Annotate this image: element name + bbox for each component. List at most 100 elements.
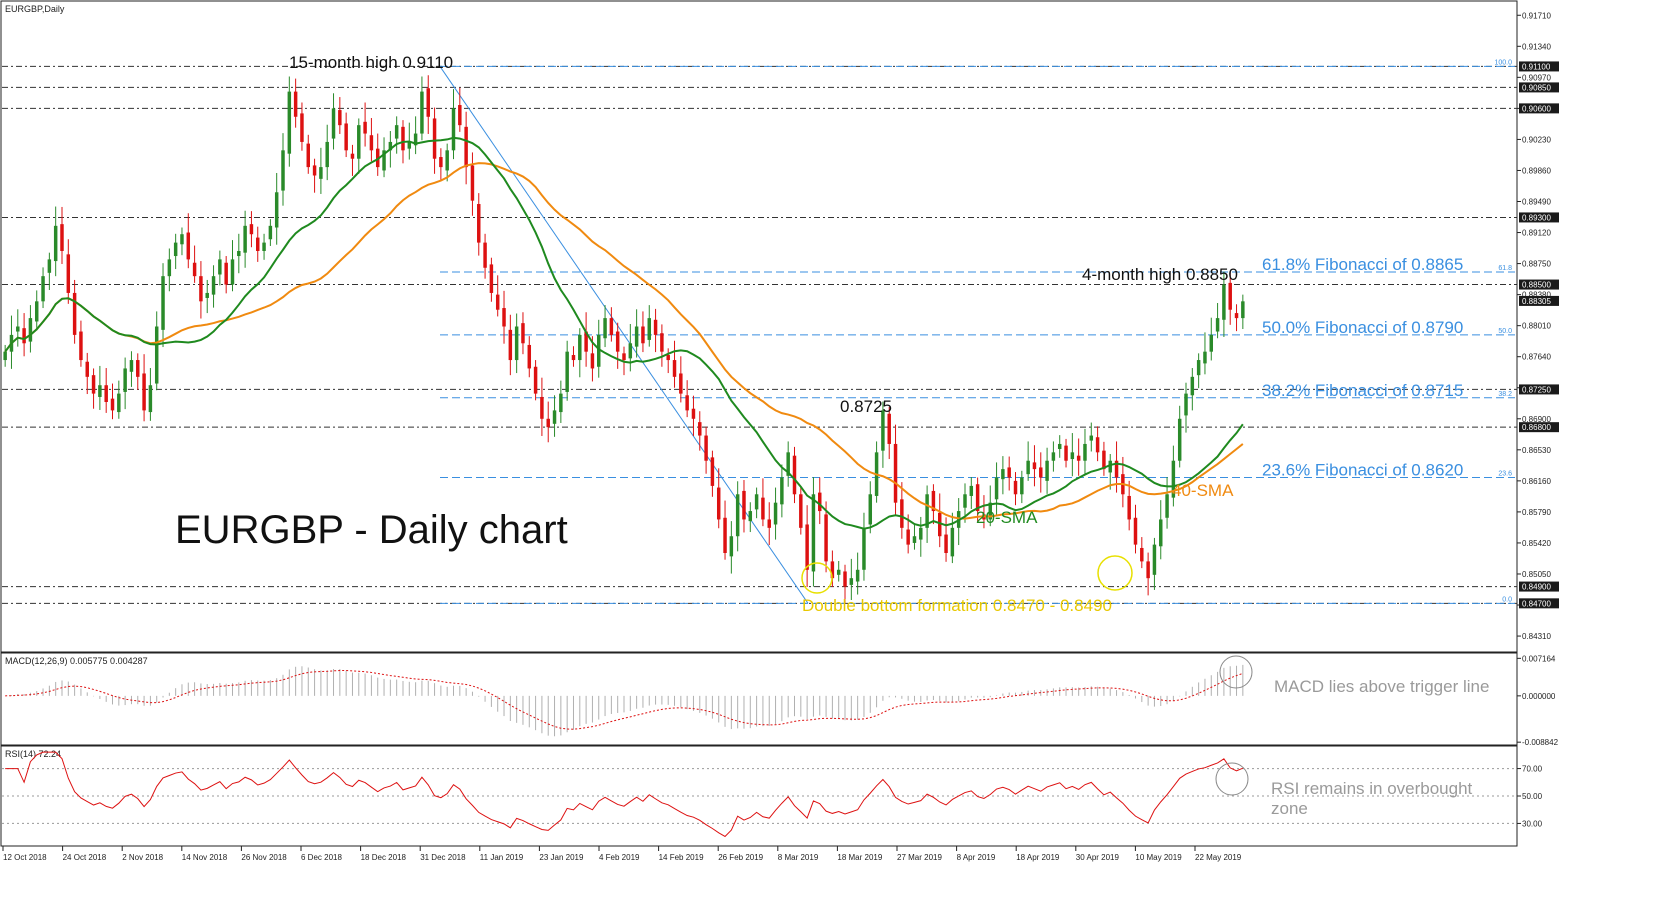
candle-body [565,351,569,392]
x-tick-label: 27 Mar 2019 [897,853,942,862]
x-tick-label: 31 Dec 2018 [420,853,466,862]
candle-body [919,527,923,540]
x-tick-label: 24 Oct 2018 [63,853,107,862]
candle-body [881,410,885,451]
candle-body [1152,544,1157,575]
level-price-box [1519,384,1559,395]
candle-body [552,410,557,424]
candle-body [893,443,898,503]
candle-body [325,141,329,168]
price-tick-label: 0.90230 [1522,135,1551,144]
x-tick-label: 8 Mar 2019 [778,853,819,862]
annotation-peak-8725: 0.8725 [840,397,892,416]
fib-label: 23.6% Fibonacci of 0.8620 [1262,461,1463,480]
candle-body [495,294,500,310]
candle-body [653,319,658,335]
candle-body [1127,495,1131,520]
annotation-15-month-high: 15-month high 0.9110 [289,53,453,72]
candle-body [1140,547,1144,562]
candle-body [1222,284,1226,320]
candle-body [477,204,481,243]
candle-body [1184,393,1188,416]
rsi-annotation-line2: zone [1271,799,1308,818]
candle-body [843,571,847,587]
price-tick-label: 0.86900 [1522,415,1551,424]
candle-body [931,490,936,512]
candle-body [312,165,317,176]
x-tick-label: 18 Dec 2018 [361,853,407,862]
candle-body [1032,462,1037,470]
macd-tick-label: 0.000000 [1522,692,1556,701]
current-price-box [1519,295,1559,306]
candle-body [1209,334,1214,352]
x-tick-label: 18 Mar 2019 [837,853,882,862]
candle-body [331,108,336,139]
candle-body [578,334,582,361]
level-price-label: 0.89300 [1522,213,1551,222]
fib-label: 50.0% Fibonacci of 0.8790 [1262,318,1463,337]
candle-body [1007,467,1011,478]
fib-level-tag: 23.6 [1498,471,1512,478]
candle-body [679,373,683,394]
candle-body [748,511,753,522]
x-tick-label: 26 Feb 2019 [718,853,763,862]
candle-body [458,105,462,126]
candle-body [445,150,449,171]
fib-level-tag: 38.2 [1498,391,1512,398]
candle-body [887,413,891,444]
candle-body [868,494,873,525]
level-price-label: 0.88500 [1522,281,1551,290]
level-price-label: 0.86800 [1522,423,1551,432]
candle-body [161,276,165,330]
fib-level-tag: 100.0 [1494,59,1512,66]
candle-body [274,192,279,228]
candle-body [211,276,216,295]
candle-body [811,494,816,572]
candle-body [818,492,822,512]
candle-body [104,385,108,403]
candle-body [110,398,115,411]
candle-body [1013,480,1018,495]
candle-body [704,435,708,461]
x-tick-label: 26 Nov 2018 [241,853,287,862]
candle-body [963,494,967,508]
candle-body [988,502,992,520]
candle-body [912,536,917,543]
candle-body [1114,460,1119,478]
macd-circle [1219,655,1253,689]
candle-body [338,110,342,126]
candle-body [723,517,727,554]
candle-body [41,276,45,302]
candle-body [167,259,172,277]
x-tick-label: 2 Nov 2018 [122,853,163,862]
candle-body [1165,494,1169,518]
price-tick-label: 0.89120 [1522,229,1551,238]
price-tick-label: 0.87640 [1522,353,1551,362]
price-tick-label: 0.90970 [1522,73,1551,82]
candle-body [786,452,790,476]
fib-level-tag: 50.0 [1498,328,1512,335]
candle-body [590,353,595,369]
candle-body [603,318,607,339]
level-price-box [1519,422,1559,433]
candle-body [609,318,614,335]
price-tick-label: 0.89490 [1522,198,1551,207]
candle-body [1228,282,1232,310]
candle-body [508,329,513,361]
x-tick-label: 22 May 2019 [1195,853,1242,862]
candle-body [925,494,929,528]
candle-body [60,224,64,251]
candle-body [906,529,910,545]
candle-body [1234,313,1239,319]
price-tick-label: 0.86160 [1522,477,1551,486]
candle-body [862,527,866,570]
candle-body [1057,443,1062,449]
candle-body [148,385,153,413]
candle-body [900,499,904,528]
level-price-box [1519,279,1559,290]
candle-body [72,292,77,335]
candle-body [79,331,83,361]
candle-body [729,536,734,557]
level-price-label: 0.90600 [1522,104,1551,113]
candle-body [401,126,405,151]
